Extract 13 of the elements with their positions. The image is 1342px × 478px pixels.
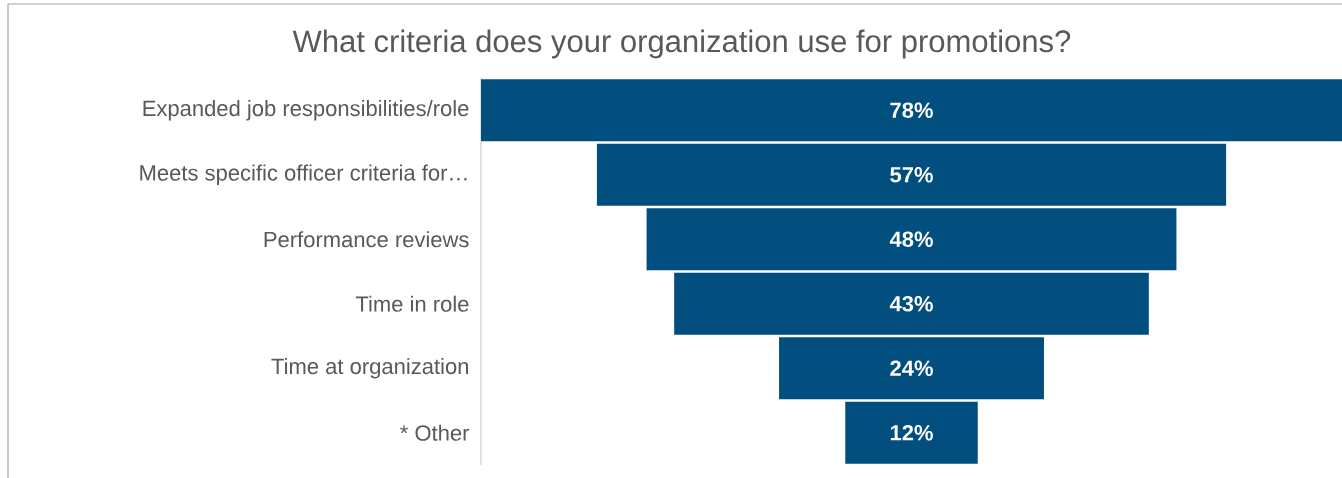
category-label: Performance reviews xyxy=(264,231,469,248)
data-label: 24% xyxy=(890,360,933,377)
text: What criteria does your organization use for promotions? xyxy=(292,29,1071,59)
category-label: * Other xyxy=(400,424,470,441)
category-label: Meets specific officer criteria for… xyxy=(140,164,467,185)
category-label: Expanded job responsibilities/role xyxy=(143,100,469,121)
category-label: Time at organization xyxy=(271,358,469,379)
data-label: 48% xyxy=(889,231,933,248)
data-label: 78% xyxy=(890,102,933,119)
data-label: 57% xyxy=(890,166,933,183)
category-label: Time in role xyxy=(355,295,469,312)
data-label: 43% xyxy=(889,295,933,312)
data-label: 12% xyxy=(890,424,933,441)
